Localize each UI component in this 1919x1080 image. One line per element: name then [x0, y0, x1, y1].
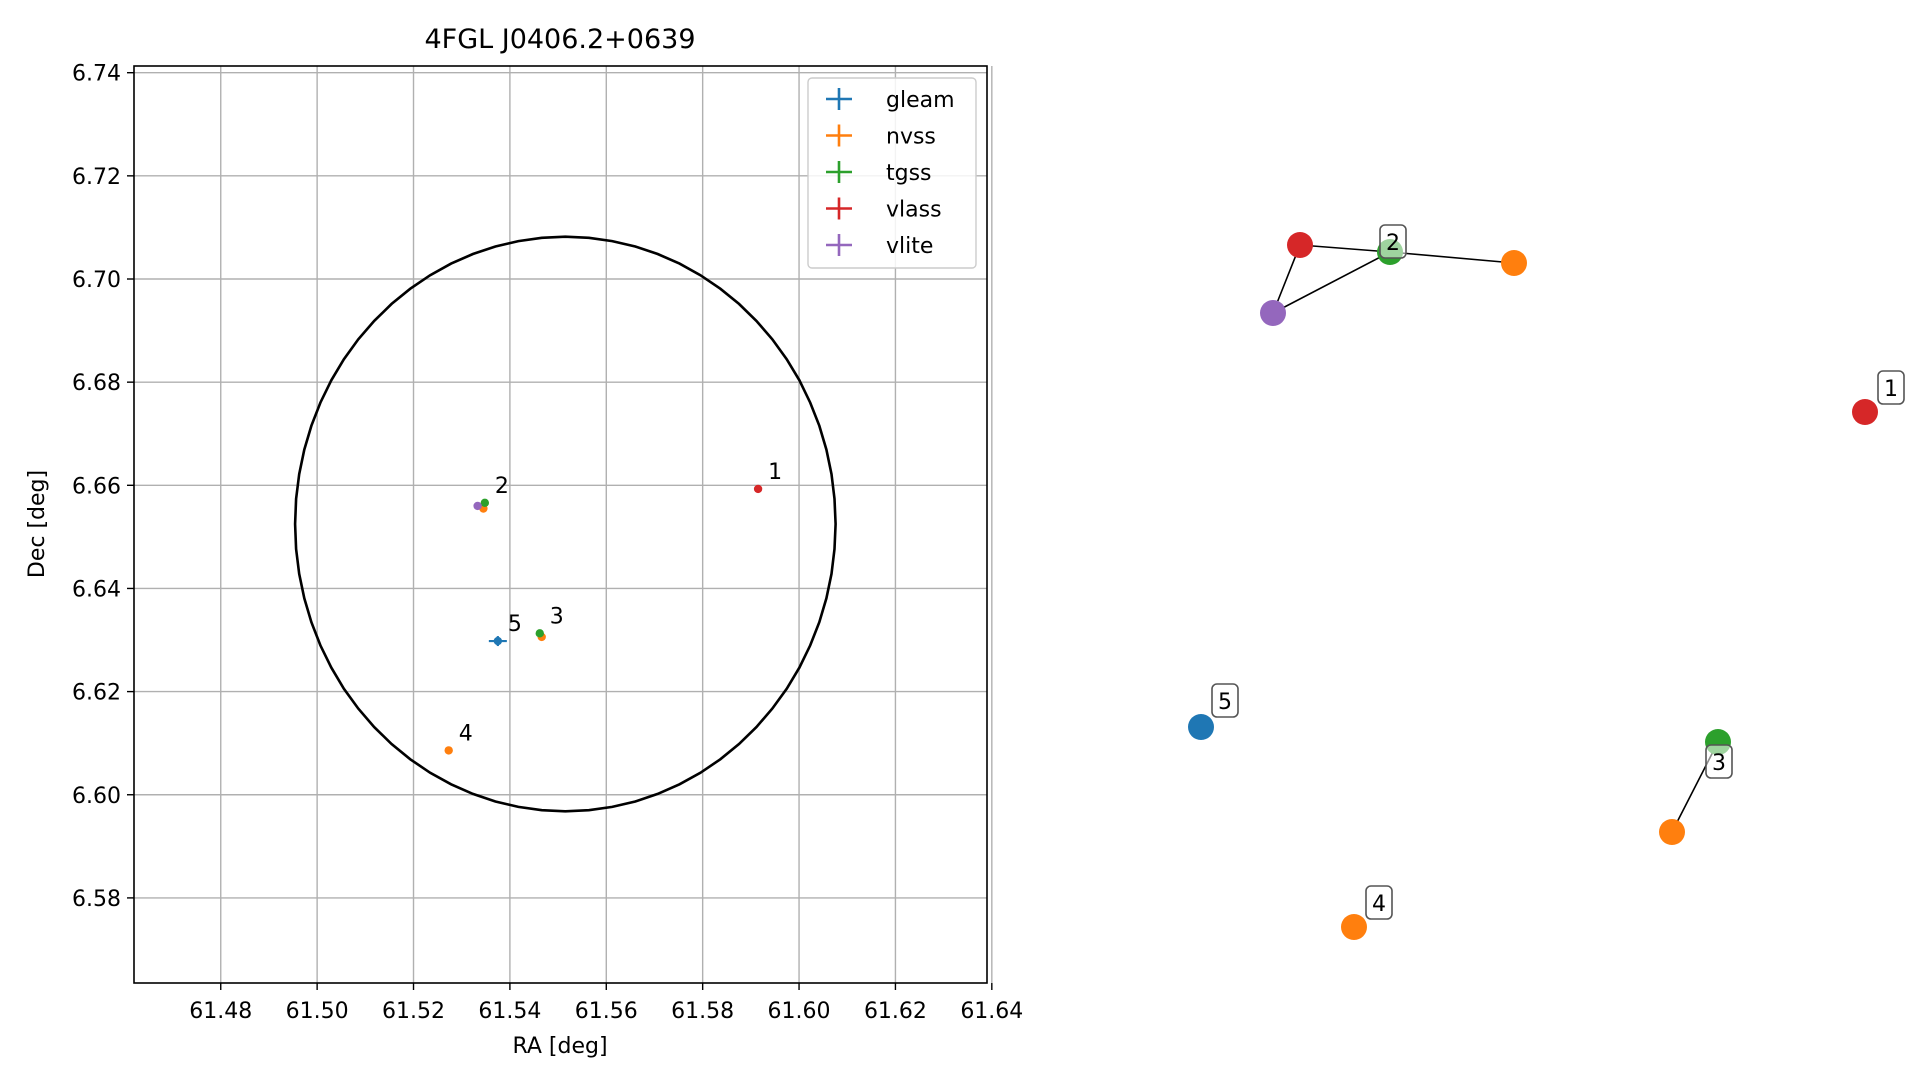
y-axis-label: Dec [deg] — [25, 470, 50, 578]
x-tick-label: 61.64 — [960, 999, 1023, 1024]
search-circle — [293, 235, 837, 813]
y-tick-label: 6.72 — [72, 165, 121, 190]
point-gleam — [493, 636, 503, 646]
y-tick-label: 6.70 — [72, 268, 121, 293]
graph-node-gleam — [1188, 714, 1214, 740]
point-annotations: 1 2 3 4 5 — [459, 460, 782, 746]
legend-label: vlite — [886, 234, 933, 259]
radio-source-scatter-panel: 1 2 3 4 5 61.48 61.50 61.52 61.54 61.56 61.58 61.6… — [25, 24, 1023, 1059]
annotation-label: 4 — [459, 721, 473, 746]
annotation-label: 5 — [508, 612, 522, 637]
y-tick-label: 6.60 — [72, 784, 121, 809]
x-tick-label: 61.60 — [768, 999, 831, 1024]
legend-entry-vlite: vlite — [826, 234, 933, 259]
y-tick-label: 6.62 — [72, 681, 121, 706]
graph-label-text: 1 — [1884, 377, 1898, 402]
y-tick-label: 6.68 — [72, 371, 121, 396]
point-tgss — [480, 498, 490, 508]
legend-label: tgss — [886, 161, 932, 186]
point-tgss — [535, 629, 544, 638]
graph-edge — [1299, 244, 1391, 253]
data-points — [444, 484, 763, 755]
graph-node-vlass — [1852, 399, 1878, 425]
legend-entry-gleam: gleam — [826, 88, 955, 113]
graph-edges — [1272, 244, 1719, 833]
annotation-label: 2 — [495, 474, 509, 499]
point-nvss — [444, 746, 453, 755]
graph-label-text: 2 — [1386, 231, 1400, 256]
legend-label: nvss — [886, 125, 936, 150]
x-tick-label: 61.62 — [864, 999, 927, 1024]
y-tick-label: 6.58 — [72, 887, 121, 912]
graph-label-box — [1365, 885, 1393, 920]
graph-labels: 1 2 3 4 5 — [1211, 224, 1905, 920]
crossmatch-graph-panel: 1 2 3 4 5 — [1188, 224, 1905, 940]
graph-node-vlass — [1287, 232, 1313, 258]
graph-label: 4 — [1365, 885, 1393, 920]
x-tick-label: 61.48 — [189, 999, 252, 1024]
legend-label: vlass — [886, 198, 942, 223]
x-tick-label: 61.54 — [478, 999, 541, 1024]
graph-label-box — [1379, 224, 1407, 259]
graph-label-box — [1877, 370, 1905, 405]
graph-node-nvss — [1659, 819, 1685, 845]
plot-frame — [133, 65, 988, 984]
legend-entry-vlass: vlass — [826, 197, 942, 223]
graph-edge — [1272, 251, 1391, 314]
x-tick-label: 61.52 — [382, 999, 445, 1024]
y-tick-label: 6.64 — [72, 577, 121, 602]
point-vlite — [473, 501, 482, 511]
chart-title: 4FGL J0406.2+0639 — [424, 24, 695, 55]
graph-node-vlite — [1260, 300, 1286, 326]
graph-node-nvss — [1501, 250, 1527, 276]
point-vlass — [753, 484, 763, 494]
annotation-label: 1 — [768, 460, 782, 485]
x-tick-label: 61.58 — [671, 999, 734, 1024]
graph-node-nvss — [1341, 914, 1367, 940]
graph-label-box — [1211, 683, 1239, 718]
legend: gleam nvss tgss vlass vlite — [807, 77, 977, 269]
graph-label: 5 — [1211, 683, 1239, 718]
x-axis-ticks: 61.48 61.50 61.52 61.54 61.56 61.58 61.60 61.62… — [189, 983, 1023, 1024]
graph-label-text: 3 — [1712, 751, 1726, 776]
graph-label: 3 — [1705, 744, 1733, 779]
annotation-label: 3 — [550, 604, 564, 629]
graph-nodes — [1188, 232, 1878, 940]
x-tick-label: 61.56 — [575, 999, 638, 1024]
graph-label-box — [1705, 744, 1733, 779]
graph-label-text: 4 — [1372, 892, 1386, 917]
y-tick-label: 6.74 — [72, 62, 121, 87]
region-circle — [293, 235, 837, 813]
graph-label: 2 — [1379, 224, 1407, 259]
y-tick-label: 6.66 — [72, 474, 121, 499]
graph-edge — [1389, 251, 1515, 264]
x-tick-label: 61.50 — [286, 999, 349, 1024]
x-axis-label: RA [deg] — [512, 1034, 607, 1059]
y-axis-ticks: 6.58 6.60 6.62 6.64 6.66 6.68 6.70 6.72 6.74 — [72, 62, 134, 912]
graph-label-text: 5 — [1218, 690, 1232, 715]
legend-entry-tgss: tgss — [826, 161, 932, 186]
legend-entry-nvss: nvss — [826, 124, 936, 150]
graph-label: 1 — [1877, 370, 1905, 405]
legend-box — [807, 77, 977, 269]
legend-label: gleam — [886, 88, 955, 113]
